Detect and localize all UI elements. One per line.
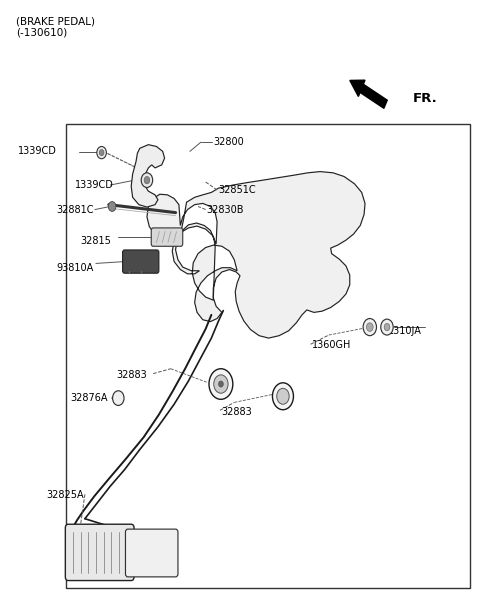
Polygon shape	[147, 172, 365, 338]
Circle shape	[108, 202, 116, 212]
Text: 32825A: 32825A	[47, 490, 84, 501]
Text: 32881C: 32881C	[56, 205, 94, 215]
FancyBboxPatch shape	[122, 250, 159, 273]
Circle shape	[218, 381, 223, 387]
Text: 1339CD: 1339CD	[18, 146, 57, 156]
Circle shape	[273, 383, 293, 410]
Text: 32815: 32815	[80, 236, 111, 247]
Circle shape	[144, 177, 150, 184]
FancyBboxPatch shape	[125, 529, 178, 577]
Text: 93810A: 93810A	[56, 263, 94, 272]
FancyArrow shape	[350, 80, 387, 108]
Circle shape	[366, 323, 373, 331]
Circle shape	[277, 388, 289, 404]
Text: 32851C: 32851C	[218, 185, 256, 195]
Text: 1310JA: 1310JA	[388, 326, 422, 336]
Circle shape	[214, 375, 228, 393]
Text: 32883: 32883	[221, 407, 252, 416]
Text: 32800: 32800	[214, 137, 244, 147]
Text: 1360GH: 1360GH	[312, 341, 351, 351]
Circle shape	[209, 369, 233, 399]
Text: (BRAKE PEDAL): (BRAKE PEDAL)	[16, 17, 95, 26]
Text: 32883: 32883	[116, 370, 147, 380]
Text: (-130610): (-130610)	[16, 28, 67, 38]
FancyBboxPatch shape	[151, 228, 183, 246]
Circle shape	[141, 173, 153, 188]
Text: 1339CD: 1339CD	[75, 180, 114, 190]
Circle shape	[113, 391, 124, 405]
Bar	[66, 124, 470, 588]
Circle shape	[363, 319, 376, 336]
Text: 32876A: 32876A	[71, 393, 108, 403]
Circle shape	[99, 149, 104, 156]
Circle shape	[384, 323, 390, 331]
Circle shape	[381, 319, 393, 335]
Text: FR.: FR.	[413, 92, 437, 105]
Circle shape	[97, 146, 107, 159]
FancyBboxPatch shape	[65, 524, 134, 581]
Text: 32830B: 32830B	[206, 205, 244, 215]
Polygon shape	[131, 145, 165, 207]
